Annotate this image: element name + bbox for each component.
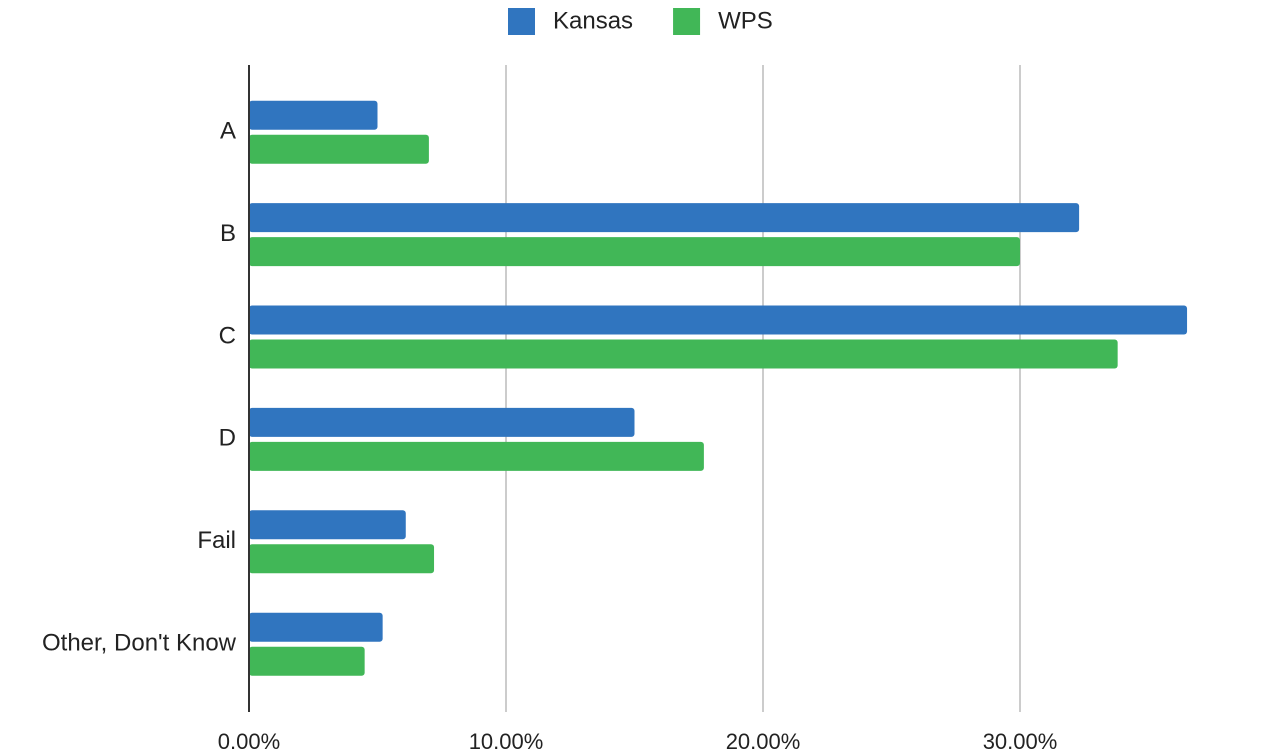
bar: [249, 407, 635, 437]
bar: [249, 203, 1080, 233]
y-tick-label: Fail: [197, 527, 236, 554]
legend-swatch: [508, 8, 535, 35]
bar: [249, 612, 383, 642]
x-tick-label: 30.00%: [983, 729, 1058, 754]
bar: [249, 305, 1188, 335]
bar: [249, 510, 406, 540]
bar: [249, 100, 378, 130]
y-tick-label: B: [220, 220, 236, 247]
x-tick-label: 20.00%: [726, 729, 801, 754]
x-tick-label: 0.00%: [218, 729, 280, 754]
bar: [249, 134, 429, 164]
y-tick-label: C: [219, 322, 236, 349]
bar: [249, 237, 1020, 267]
legend-swatch: [673, 8, 701, 35]
bar: [249, 441, 704, 471]
bar: [249, 646, 365, 676]
x-tick-label: 10.00%: [469, 729, 544, 754]
y-tick-label: A: [220, 118, 236, 145]
bar: [249, 544, 435, 574]
bar: [249, 339, 1118, 369]
y-tick-label: D: [219, 425, 236, 452]
legend-label: Kansas: [553, 7, 633, 34]
legend-label: WPS: [718, 7, 773, 34]
y-tick-label: Other, Don't Know: [42, 630, 237, 657]
